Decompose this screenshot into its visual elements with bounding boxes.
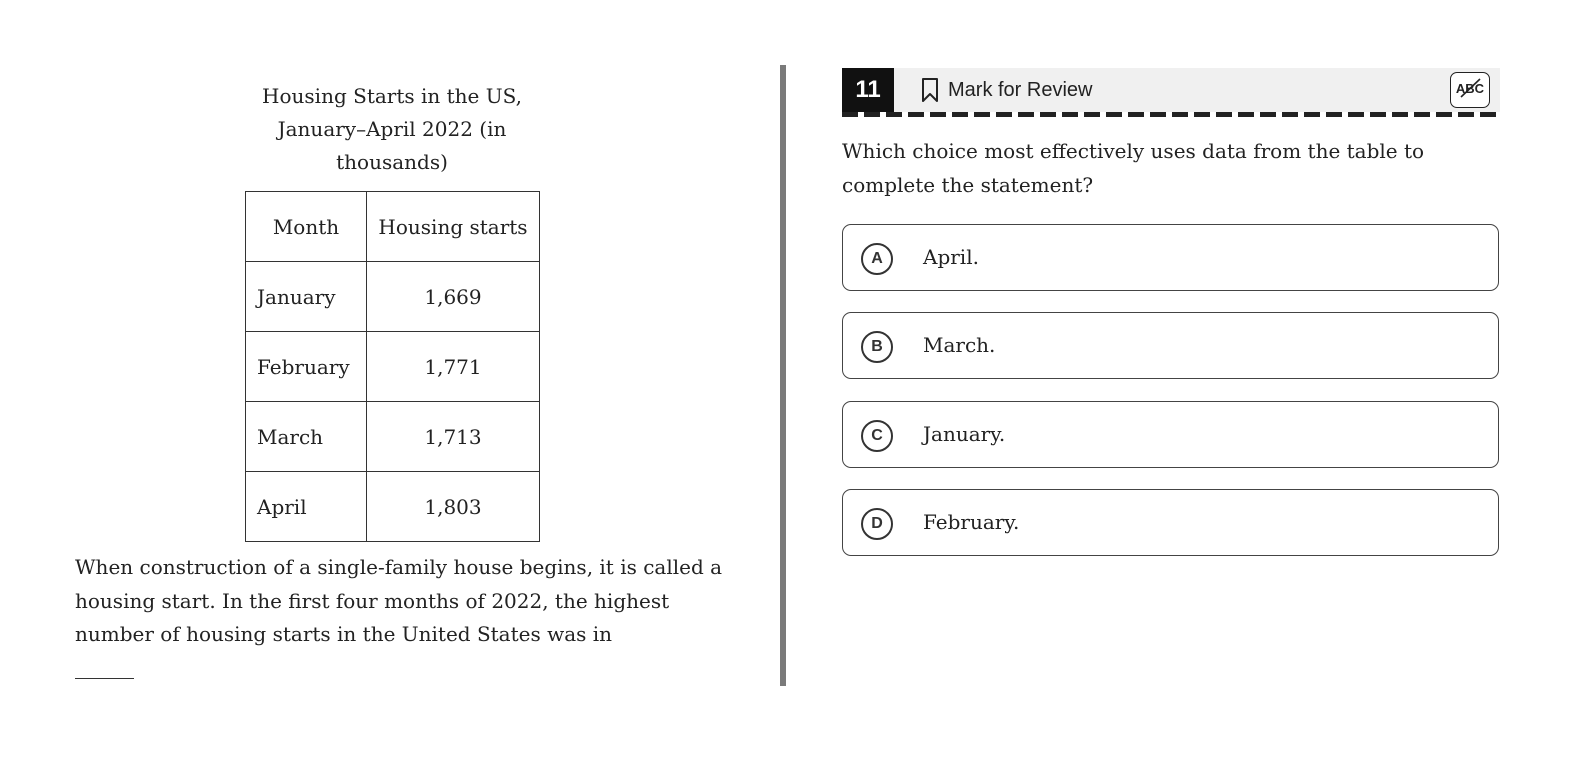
- question-pane: 11 Mark for Review ABC Which choice most…: [786, 0, 1578, 770]
- table-cell-month: February: [245, 331, 367, 402]
- choice-text-b: March.: [923, 333, 996, 357]
- question-header: 11 Mark for Review ABC: [842, 68, 1500, 112]
- answer-choice-d[interactable]: D February.: [842, 489, 1499, 556]
- housing-starts-table: Month Housing starts January 1,669 Febru…: [245, 191, 540, 542]
- choice-letter-c: C: [861, 420, 893, 452]
- table-cell-value: 1,803: [366, 471, 540, 542]
- table-cell-value: 1,669: [366, 261, 540, 332]
- table-row: February 1,771: [245, 331, 540, 402]
- pane-divider[interactable]: [780, 65, 786, 686]
- table-cell-month: April: [245, 471, 367, 542]
- choice-text-c: January.: [923, 422, 1006, 446]
- answer-choice-b[interactable]: B March.: [842, 312, 1499, 379]
- table-cell-value: 1,713: [366, 401, 540, 472]
- table-header-row: Month Housing starts: [245, 191, 540, 262]
- bookmark-icon: [920, 77, 940, 103]
- answer-eliminator-toggle[interactable]: ABC: [1450, 72, 1490, 108]
- question-stem: Which choice most effectively uses data …: [842, 139, 1425, 197]
- mark-for-review-button[interactable]: Mark for Review: [920, 68, 1092, 112]
- choice-text-d: February.: [923, 510, 1020, 534]
- choice-text-a: April.: [923, 245, 979, 269]
- choice-letter-d: D: [861, 508, 893, 540]
- answer-choice-a[interactable]: A April.: [842, 224, 1499, 291]
- column-header-month: Month: [245, 191, 367, 262]
- header-dashed-divider: [842, 112, 1500, 117]
- question-number: 11: [842, 68, 894, 112]
- passage-pane: Housing Starts in the US, January–April …: [0, 0, 782, 770]
- choice-letter-b: B: [861, 331, 893, 363]
- table-title: Housing Starts in the US, January–April …: [262, 84, 522, 174]
- table-cell-value: 1,771: [366, 331, 540, 402]
- choice-letter-a: A: [861, 243, 893, 275]
- answer-blank: [75, 678, 134, 679]
- table-cell-month: January: [245, 261, 367, 332]
- passage-text: When construction of a single-family hou…: [75, 555, 723, 646]
- mark-for-review-label: Mark for Review: [948, 78, 1093, 101]
- answer-choice-c[interactable]: C January.: [842, 401, 1499, 468]
- column-header-housing-starts: Housing starts: [366, 191, 540, 262]
- table-row: April 1,803: [245, 471, 540, 542]
- table-row: January 1,669: [245, 261, 540, 332]
- table-cell-month: March: [245, 401, 367, 472]
- table-row: March 1,713: [245, 401, 540, 472]
- abc-strikethrough-icon: ABC: [1455, 77, 1485, 103]
